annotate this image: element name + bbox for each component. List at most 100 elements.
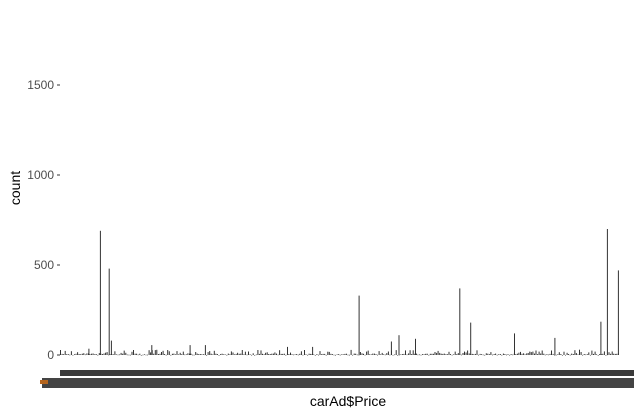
bar [97,354,99,356]
bar [207,352,209,355]
bar [347,354,349,356]
bar [459,288,461,355]
bar [495,353,497,355]
bar [338,354,340,355]
bar [341,354,343,355]
bar [134,353,136,355]
bar [415,338,416,355]
bar [280,353,282,355]
bar [252,353,254,355]
bar [257,350,259,355]
bar [506,354,507,356]
bar [446,354,448,355]
bar [492,354,493,356]
bar [293,354,295,356]
bar [468,353,470,355]
bar [119,354,120,356]
bar [370,354,372,355]
bar [359,352,361,355]
bar [426,353,428,355]
bar [443,353,445,355]
bar-series [60,229,619,356]
bar [460,354,462,356]
bar [258,353,260,355]
bar [276,353,277,355]
bar [248,351,249,355]
bar [288,354,290,355]
bar [605,355,607,356]
bar [580,352,582,355]
bar [227,353,229,355]
bar [613,353,615,355]
bar [240,353,242,355]
bar [159,353,161,355]
bar [358,295,360,355]
bar [268,354,270,355]
bar [434,352,436,355]
bar [150,352,152,355]
bar [314,355,316,356]
bar [322,353,324,355]
bar [157,354,159,355]
bar [596,354,598,355]
bar [569,354,571,356]
bar [63,354,65,355]
bar [610,353,612,355]
bar [574,350,576,355]
bar [74,354,75,355]
bar [565,354,566,356]
bar [398,335,400,355]
bar [594,351,596,355]
bar [481,354,483,355]
bar [560,354,562,355]
bar [170,354,172,356]
bar [193,354,195,356]
bar [509,354,511,356]
bar [165,354,167,356]
bar [493,354,495,355]
bar [105,352,107,355]
bar [356,354,358,356]
bar [327,351,329,355]
bar [554,337,556,355]
bar [425,353,427,355]
bar [474,353,476,355]
bar [405,350,406,355]
bar [139,353,141,355]
bar [86,353,88,355]
bar [215,353,217,355]
bar [467,350,469,355]
bar [213,350,215,355]
bar [397,355,399,356]
bar [515,354,517,355]
bar [148,350,150,355]
bar [224,354,226,355]
bar [94,354,96,355]
bar [249,354,251,355]
bar [199,354,201,355]
bar [453,354,455,355]
bar [358,354,360,356]
bar [499,354,501,355]
bar [350,349,352,355]
bar [377,354,378,356]
bar [406,354,408,356]
bar [476,350,478,355]
bar [115,354,117,355]
bar [196,353,198,355]
bar [162,350,164,355]
bar [189,353,190,355]
bar [600,321,602,355]
bar [189,345,191,355]
bar [88,348,90,355]
bar [318,354,319,356]
bar [602,353,604,355]
bar [606,229,608,355]
bar [72,354,74,356]
bar [527,353,529,355]
bar [593,353,594,355]
bar [274,352,276,355]
bar [201,354,203,355]
bar [561,355,563,356]
bar [220,354,222,355]
